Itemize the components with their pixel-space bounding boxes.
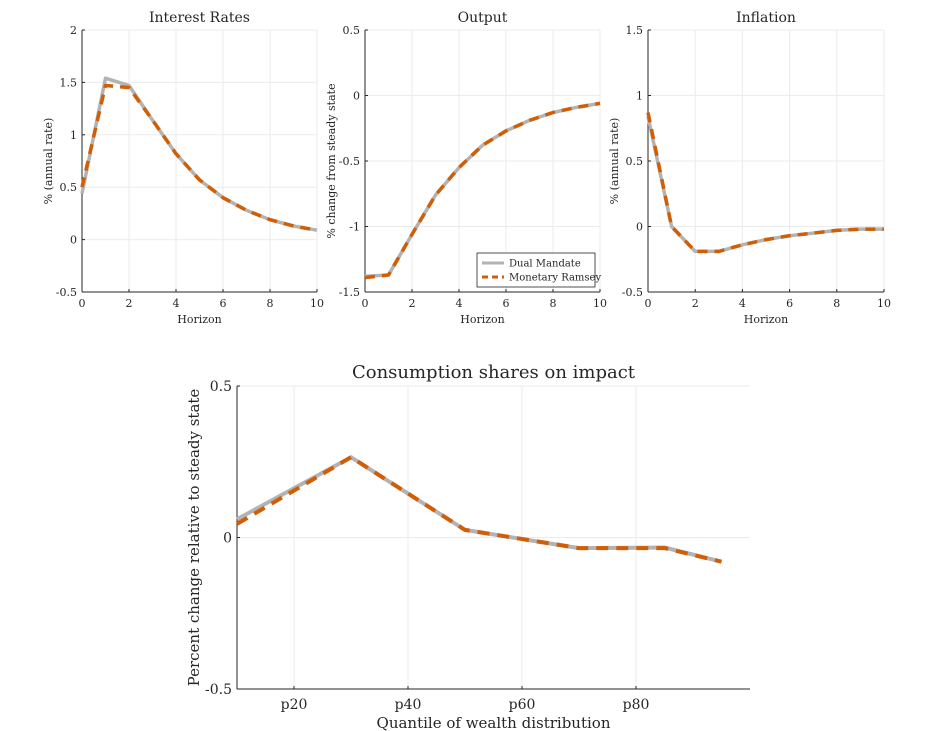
dual-mandate-line [364, 101, 601, 279]
monetary-ramsey-line [80, 83, 318, 232]
x-tick-label: 4 [739, 297, 746, 310]
y-tick-label: 0 [223, 531, 232, 547]
monetary-ramsey-line [235, 455, 722, 564]
x-tick-label: 8 [267, 297, 274, 310]
panel-title: Consumption shares on impact [352, 362, 636, 383]
y-tick-label: 1 [70, 129, 77, 142]
y-tick-label: 1 [636, 90, 643, 103]
y-axis-title: % (annual rate) [42, 118, 55, 205]
y-axis-title: Percent change relative to steady state [185, 389, 203, 687]
x-tick-label: 10 [593, 297, 607, 310]
chart-panel-4: p20 p40 p60 p80 -0.5 0 0.5 Consumption shares o… [185, 362, 750, 731]
legend-box [476, 252, 596, 288]
x-tick-label: p20 [281, 697, 308, 713]
x-tick-label: 6 [786, 297, 793, 310]
y-axis-title: % (annual rate) [608, 118, 621, 205]
x-axis-title: Horizon [177, 313, 222, 326]
x-tick-label: 10 [877, 297, 891, 310]
y-tick-label: 0 [353, 90, 360, 103]
y-tick-label: -0.5 [622, 286, 643, 299]
y-axis-title: % change from steady state [325, 83, 338, 238]
dual-mandate-line [236, 455, 722, 564]
y-tick-label: 2 [70, 24, 77, 37]
monetary-ramsey-line [364, 101, 601, 280]
x-tick-label: 4 [456, 297, 463, 310]
x-axis-title: Horizon [744, 313, 789, 326]
chart-panel-2: 0 2 4 6 8 10 -1.5 -1 -0.5 0 0.5 Output Horizon % chan… [325, 10, 607, 326]
x-tick-label: p40 [395, 697, 422, 713]
y-tick-label: -0.5 [56, 286, 77, 299]
x-tick-label: 8 [833, 297, 840, 310]
x-axis-title: Quantile of wealth distribution [377, 714, 611, 731]
x-tick-label: 2 [126, 297, 133, 310]
y-tick-label: 0.5 [210, 379, 232, 395]
x-tick-label: 6 [220, 297, 227, 310]
x-tick-label: 0 [362, 297, 369, 310]
x-tick-label: 4 [173, 297, 180, 310]
x-tick-label: p80 [623, 697, 650, 713]
x-tick-label: 6 [503, 297, 510, 310]
legend-label: Monetary Ramsey [509, 273, 601, 284]
legend-label: Dual Mandate [509, 259, 581, 270]
panel-title: Output [458, 10, 508, 26]
monetary-ramsey-line [646, 112, 884, 254]
x-tick-label: 10 [310, 297, 324, 310]
x-tick-label: 0 [79, 297, 86, 310]
x-tick-label: 2 [409, 297, 416, 310]
y-tick-label: 1.5 [626, 24, 644, 37]
x-tick-label: 8 [550, 297, 557, 310]
y-tick-label: 0 [636, 221, 643, 234]
y-tick-label: -0.5 [205, 682, 232, 698]
y-tick-label: 0.5 [60, 181, 78, 194]
y-tick-label: -0.5 [339, 155, 360, 168]
y-tick-label: 0.5 [626, 155, 644, 168]
dual-mandate-line [80, 76, 318, 232]
x-tick-label: 0 [645, 297, 652, 310]
legend: Dual Mandate Monetary Ramsey [476, 252, 601, 288]
x-tick-label: 2 [692, 297, 699, 310]
panel-title: Interest Rates [149, 10, 250, 26]
y-tick-label: 0.5 [343, 24, 361, 37]
x-tick-label: p60 [509, 697, 536, 713]
y-tick-label: -1 [349, 221, 360, 234]
panel-title: Inflation [736, 10, 796, 26]
y-tick-label: 1.5 [60, 76, 78, 89]
x-axis-title: Horizon [460, 313, 505, 326]
y-tick-label: 0 [70, 234, 77, 247]
y-tick-label: -1.5 [339, 286, 360, 299]
